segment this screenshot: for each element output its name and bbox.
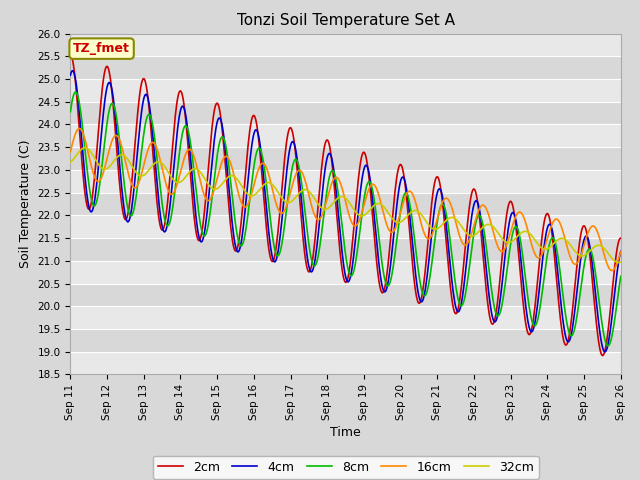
Title: Tonzi Soil Temperature Set A: Tonzi Soil Temperature Set A [237,13,454,28]
2cm [617,235,625,241]
Bar [70,261,621,284]
Bar [70,34,621,56]
32cm [617,259,625,265]
Bar [70,306,621,329]
2cm [598,353,606,359]
32cm [219,180,227,186]
2cm [67,51,74,57]
16cm [617,249,625,254]
16cm [608,268,616,274]
16cm [219,157,227,163]
2cm [189,202,196,207]
32cm [77,147,84,153]
16cm [134,182,141,188]
Bar [70,216,621,238]
32cm [190,166,198,172]
Bar [70,124,621,147]
2cm [413,293,420,299]
4cm [190,191,198,196]
8cm [219,134,227,140]
Bar [70,147,621,170]
2cm [218,124,226,130]
8cm [190,166,198,171]
8cm [429,249,437,255]
32cm [134,171,141,177]
8cm [67,109,74,115]
4cm [601,349,609,355]
4cm [617,249,625,254]
Line: 8cm: 8cm [70,92,621,346]
Y-axis label: Soil Temperature (C): Soil Temperature (C) [19,140,32,268]
32cm [429,226,437,232]
Bar [70,170,621,192]
32cm [614,260,622,265]
8cm [77,112,85,118]
32cm [413,208,421,214]
X-axis label: Time: Time [330,426,361,439]
Legend: 2cm, 4cm, 8cm, 16cm, 32cm: 2cm, 4cm, 8cm, 16cm, 32cm [153,456,538,479]
2cm [77,139,84,145]
8cm [134,181,141,187]
Bar [70,79,621,102]
Bar [70,56,621,79]
16cm [67,149,74,155]
8cm [617,274,625,279]
8cm [604,343,612,349]
32cm [67,159,74,165]
Bar [70,352,621,374]
2cm [133,118,141,123]
16cm [76,126,83,132]
Bar [70,192,621,216]
Bar [70,102,621,124]
16cm [77,127,85,132]
Line: 4cm: 4cm [70,71,621,352]
16cm [413,205,421,211]
Line: 32cm: 32cm [70,148,621,263]
4cm [67,72,74,78]
32cm [81,145,89,151]
2cm [429,194,436,200]
8cm [413,259,421,264]
4cm [77,130,85,135]
Text: TZ_fmet: TZ_fmet [73,42,130,55]
Bar [70,284,621,306]
Line: 16cm: 16cm [70,129,621,271]
8cm [72,89,79,95]
4cm [219,126,227,132]
Bar [70,329,621,352]
Bar [70,238,621,261]
16cm [190,153,198,158]
4cm [413,284,421,289]
16cm [429,229,437,235]
4cm [69,68,77,73]
4cm [134,145,141,151]
4cm [429,216,437,222]
Line: 2cm: 2cm [70,54,621,356]
